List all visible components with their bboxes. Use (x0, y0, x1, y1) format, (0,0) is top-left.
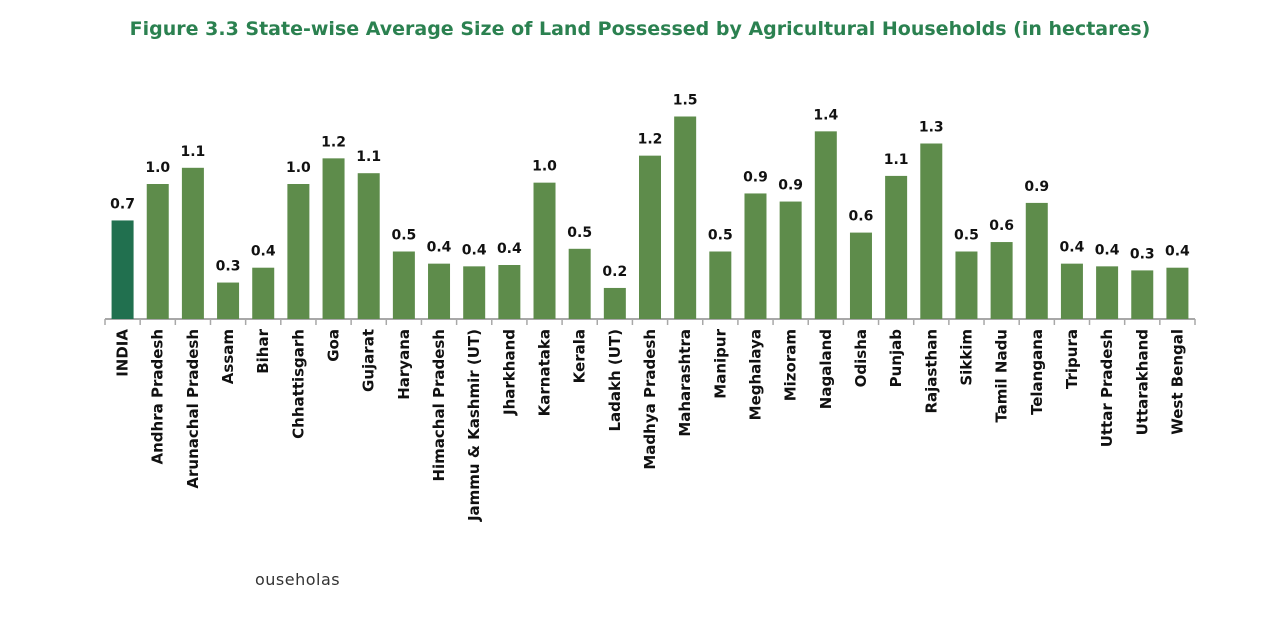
x-tick-label: Gujarat (360, 329, 378, 392)
data-label: 1.2 (638, 132, 663, 148)
x-tick-label: Manipur (711, 328, 729, 398)
x-tick-label: Telangana (1028, 329, 1046, 415)
bar-west-bengal (1166, 267, 1189, 319)
bar-punjab (885, 175, 908, 319)
x-tick-label: Jharkhand (500, 329, 518, 416)
x-tick-label: Bihar (254, 328, 272, 373)
x-tick-label: Karnataka (536, 329, 554, 416)
footer-text-fragment: ouseholas (255, 570, 341, 589)
data-label: 0.6 (989, 218, 1014, 234)
bar-tripura (1060, 263, 1083, 319)
data-label: 0.4 (497, 241, 522, 257)
x-tick-label: Uttar Pradesh (1098, 329, 1116, 447)
data-label: 0.9 (778, 178, 803, 194)
data-label: 1.4 (813, 107, 838, 123)
bar-ladakh-ut- (603, 287, 626, 319)
x-tick-label: Sikkim (957, 329, 975, 386)
x-tick-label: Jammu & Kashmir (UT) (465, 329, 483, 522)
x-tick-label: Nagaland (817, 329, 835, 409)
x-tick-label: Madhya Pradesh (641, 329, 659, 470)
x-tick-label: Odisha (852, 329, 870, 387)
bar-odisha (849, 232, 872, 319)
data-label: 0.6 (849, 209, 874, 225)
data-label: 0.5 (391, 228, 416, 244)
bar-arunachal-pradesh (181, 167, 204, 319)
bar-karnataka (533, 182, 556, 319)
bar-mizoram (779, 201, 802, 319)
x-tick-label: Tamil Nadu (993, 329, 1011, 423)
bar-rajasthan (920, 143, 943, 319)
x-tick-label: Kerala (571, 329, 589, 383)
bar-andhra-pradesh (146, 184, 169, 319)
data-label: 1.1 (884, 152, 909, 168)
data-label: 0.3 (216, 259, 241, 275)
x-tick-label: Punjab (887, 329, 905, 388)
data-label: 1.5 (673, 93, 698, 109)
x-tick-label: Andhra Pradesh (149, 329, 167, 464)
data-label: 0.4 (427, 240, 452, 256)
bar-sikkim (955, 251, 978, 319)
bar-kerala (568, 248, 591, 319)
data-label: 0.2 (602, 264, 627, 280)
data-label: 0.4 (1165, 244, 1190, 260)
bar-tamil-nadu (990, 242, 1013, 319)
x-tick-label: INDIA (114, 329, 132, 377)
data-label: 0.4 (1095, 242, 1120, 258)
bar-nagaland (814, 131, 837, 319)
data-label: 1.3 (919, 120, 944, 136)
chart-title: Figure 3.3 State-wise Average Size of La… (129, 18, 1151, 40)
data-label: 1.1 (356, 149, 381, 165)
data-label: 1.0 (145, 160, 170, 176)
bar-manipur (709, 251, 732, 319)
bar-gujarat (357, 173, 380, 319)
bar-maharashtra (674, 116, 697, 319)
x-tick-label: Maharashtra (676, 329, 694, 437)
data-label: 0.7 (110, 196, 135, 212)
x-tick-label: Himachal Pradesh (430, 329, 448, 482)
x-tick-label: Tripura (1063, 329, 1081, 389)
data-label: 1.1 (180, 144, 205, 160)
data-label: 0.3 (1130, 246, 1155, 262)
data-label: 0.9 (1024, 179, 1049, 195)
x-tick-label: Chhattisgarh (289, 329, 307, 439)
x-tick-label: Arunachal Pradesh (184, 329, 202, 489)
data-label: 0.4 (1060, 240, 1085, 256)
bar-meghalaya (744, 193, 767, 319)
bar-telangana (1025, 202, 1048, 319)
bar-assam (217, 282, 240, 319)
bar-bihar (252, 267, 275, 319)
bar-chhattisgarh (287, 184, 310, 319)
data-label: 0.4 (251, 244, 276, 260)
data-label: 1.0 (532, 159, 557, 175)
bar-india (111, 220, 134, 319)
data-label: 1.2 (321, 134, 346, 150)
x-tick-label: Meghalaya (746, 329, 764, 420)
data-label: 0.5 (954, 228, 979, 244)
x-tick-label: Haryana (395, 329, 413, 400)
data-label: 1.0 (286, 160, 311, 176)
x-tick-label: West Bengal (1168, 329, 1186, 435)
bar-uttar-pradesh (1096, 266, 1119, 319)
data-label: 0.9 (743, 169, 768, 185)
bar-jammu-kashmir-ut- (463, 266, 486, 319)
x-tick-label: Mizoram (782, 329, 800, 401)
bar-haryana (392, 251, 415, 319)
x-tick-label: Ladakh (UT) (606, 329, 624, 432)
bar-madhya-pradesh (639, 155, 661, 319)
bar-goa (322, 158, 345, 319)
bar-jharkhand (498, 265, 521, 319)
data-label: 0.5 (708, 228, 733, 244)
data-label: 0.4 (462, 242, 487, 258)
bar-uttarakhand (1131, 270, 1154, 319)
x-tick-label: Rajasthan (922, 329, 940, 414)
x-tick-label: Goa (325, 329, 343, 362)
bar-himachal-pradesh (428, 263, 451, 319)
x-tick-label: Assam (219, 329, 237, 384)
data-label: 0.5 (567, 225, 592, 241)
x-tick-label: Uttarakhand (1133, 329, 1151, 435)
